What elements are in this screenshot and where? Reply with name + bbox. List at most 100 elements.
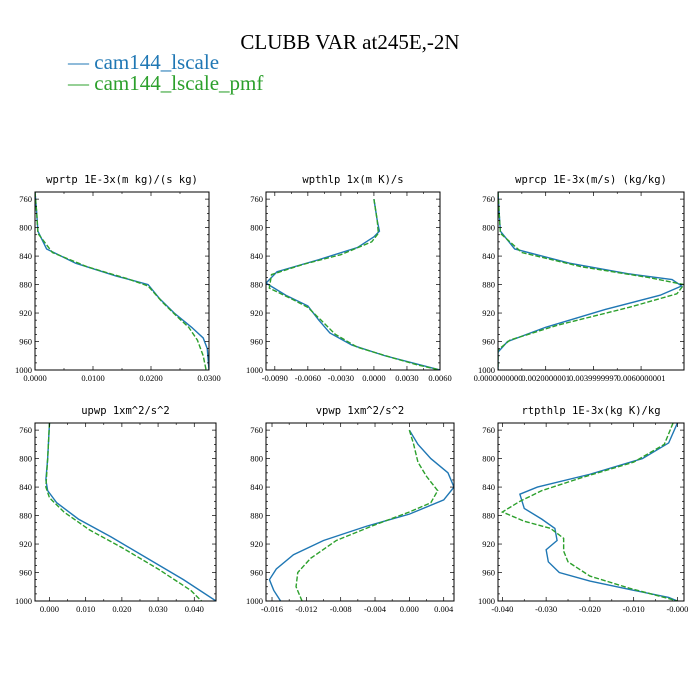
y-tick-label: 1000 [15,596,32,606]
y-tick-label: 880 [19,280,32,290]
x-tick-label: 0.0060000001 [617,373,666,383]
subplot-title: wpthlp 1x(m K)/s [302,174,403,186]
y-tick-label: 840 [482,482,495,492]
y-tick-label: 960 [19,337,32,347]
subplot-2: wpthlp 1x(m K)/s7608008408809209601000-0… [246,174,452,383]
y-tick-label: 960 [482,568,495,578]
y-tick-label: 1000 [246,365,263,375]
legend-entry-lscale: — cam144_lscale [68,50,220,74]
x-tick-label: 0.0300 [197,373,220,383]
y-tick-label: 920 [250,308,263,318]
subplot-title: vpwp 1xm^2/s^2 [316,405,405,417]
series-line-cam144_lscale_pmf [498,192,684,370]
x-tick-label: 0.0200 [139,373,162,383]
x-tick-label: -0.040 [491,604,513,614]
subplot-1: wprtp 1E-3x(m kg)/(s kg) 760 800 840 880 920 9… [15,174,221,383]
y-tick-label: 1000 [246,596,263,606]
y-tick-label: 800 [482,454,495,464]
y-tick-label: 800 [250,454,263,464]
y-tick-label: 880 [482,511,495,521]
y-tick-label: 880 [482,280,495,290]
y-tick-label: 960 [250,568,263,578]
plot-frame [497,191,685,371]
x-tick-label: 0.040 [185,604,204,614]
y-tick-label: 760 [19,194,32,204]
y-tick-label: 880 [250,511,263,521]
subplot-title: rtpthlp 1E-3x(kg K)/kg [521,405,660,417]
x-tick-label: 0.0000000000 [474,373,523,383]
series-line-cam144_lscale_pmf [500,423,678,601]
x-tick-label: 0.0100 [81,373,104,383]
series-line-cam144_lscale [519,423,679,601]
y-tick-label: 920 [482,308,495,318]
series-line-cam144_lscale_pmf [45,423,203,601]
y-tick-label: 1000 [478,365,495,375]
y-tick-label: 760 [250,194,263,204]
x-tick-label: 0.000 [400,604,419,614]
series-line-cam144_lscale [268,429,454,601]
y-tick-label: 760 [19,425,32,435]
x-tick-label: 0.010 [76,604,95,614]
y-tick-label: 880 [250,280,263,290]
x-tick-label: -0.000 [666,604,688,614]
x-tick-label: -0.016 [261,604,283,614]
subplot-6: rtpthlp 1E-3x(kg K)/kg 760 800 840 880 920 960… [478,405,688,614]
y-tick-label: 920 [19,308,32,318]
y-tick-label: 1000 [478,596,495,606]
series-line-cam144_lscale_pmf [268,199,440,370]
y-tick-label: 920 [482,539,495,549]
plot-frame [265,422,455,602]
x-tick-label: 0.0020000001 [521,373,570,383]
x-tick-label: -0.0090 [262,373,288,383]
y-tick-label: 920 [250,539,263,549]
x-tick-label: -0.008 [330,604,352,614]
x-tick-label: -0.020 [579,604,601,614]
series-line-cam144_lscale_pmf [295,429,439,601]
x-tick-label: -0.030 [535,604,557,614]
y-tick-label: 840 [250,482,263,492]
y-tick-label: 960 [482,337,495,347]
y-tick-label: 760 [482,425,495,435]
y-tick-label: 960 [250,337,263,347]
x-tick-label: -0.0030 [328,373,354,383]
series-line-cam144_lscale [498,192,684,370]
series-line-cam144_lscale [45,423,216,601]
y-tick-label: 800 [250,223,263,233]
plot-frame [34,422,217,602]
x-tick-label: -0.012 [295,604,317,614]
x-tick-label: 0.004 [434,604,454,614]
y-tick-label: 880 [19,511,32,521]
x-tick-label: 0.0060 [428,373,451,383]
x-tick-label: -0.0060 [295,373,321,383]
y-tick-label: 840 [19,251,32,261]
y-tick-label: 800 [482,223,495,233]
y-tick-label: 840 [19,482,32,492]
y-tick-label: 960 [19,568,32,578]
legend-entry-lscale-pmf: — cam144_lscale_pmf [68,71,264,95]
y-tick-label: 760 [250,425,263,435]
x-tick-label: -0.004 [364,604,387,614]
y-tick-label: 760 [482,194,495,204]
series-line-cam144_lscale [35,192,209,370]
page-title: CLUBB VAR at245E,-2N [240,30,460,54]
y-tick-label: 800 [19,454,32,464]
y-tick-label: 920 [19,539,32,549]
subplot-title: wprtp 1E-3x(m kg)/(s kg) [46,174,198,186]
x-tick-label: 0.0039999997 [569,373,618,383]
x-tick-label: -0.010 [623,604,645,614]
x-tick-label: 0.020 [112,604,131,614]
series-line-cam144_lscale_pmf [35,192,207,370]
subplot-3: wprcp 1E-3x(m/s) (kg/kg) 760 800 840 880 920 9… [474,174,685,383]
y-tick-label: 840 [250,251,263,261]
subplot-title: wprcp 1E-3x(m/s) (kg/kg) [515,174,667,186]
plot-frame [265,191,441,371]
y-tick-label: 1000 [15,365,32,375]
x-tick-label: 0.0000 [362,373,385,383]
plot-frame [497,422,685,602]
subplot-5: vpwp 1xm^2/s^27608008408809209601000-0.0… [246,405,455,614]
x-tick-label: 0.000 [40,604,59,614]
y-tick-label: 800 [19,223,32,233]
y-tick-label: 840 [482,251,495,261]
x-tick-label: 0.030 [149,604,168,614]
